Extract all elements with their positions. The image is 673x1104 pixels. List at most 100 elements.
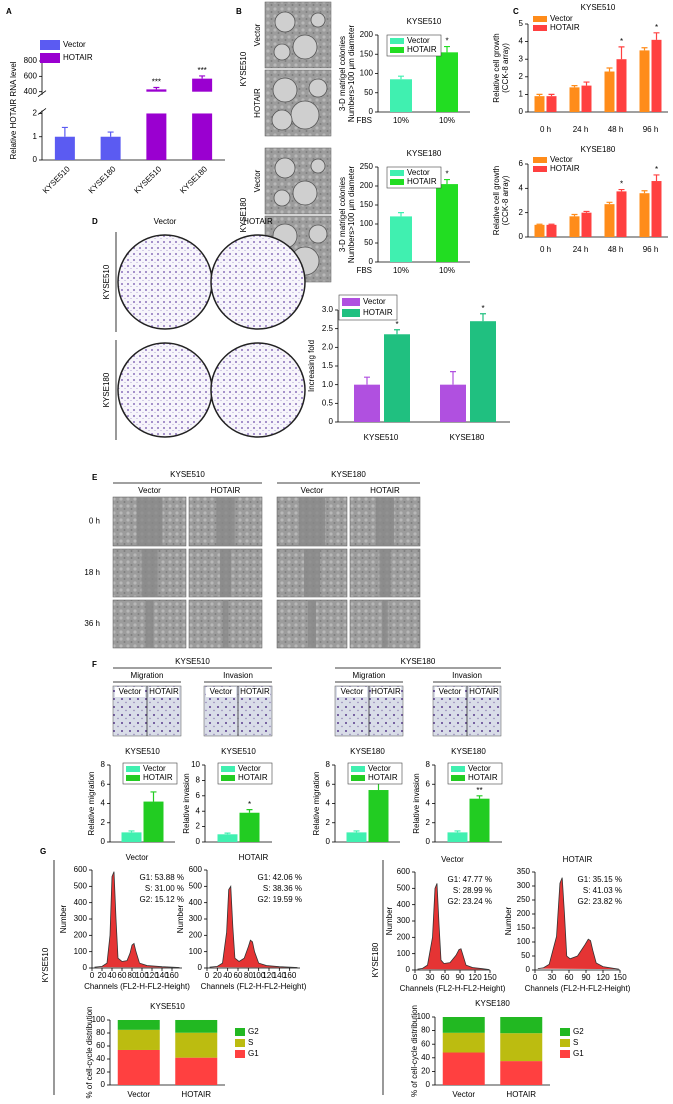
error-bar [398, 75, 404, 80]
x-tick-label: 0 [90, 971, 95, 980]
legend-swatch [351, 766, 365, 772]
column-label: HOTAIR [240, 687, 270, 696]
chart-title: KYSE180 [451, 747, 486, 756]
stat-label: G1: 35.15 % [578, 875, 622, 884]
assay-title: Migration [131, 671, 164, 680]
error-bar [641, 47, 648, 51]
y-tick-label: 3 [519, 54, 524, 63]
x-tick-label: 96 h [643, 125, 659, 134]
histogram [209, 885, 298, 968]
y-tick-label: 150 [360, 200, 374, 209]
y-tick-label: 20 [421, 1067, 430, 1076]
y-tick-label: 5 [519, 19, 524, 28]
error-bar [153, 86, 160, 90]
bar [100, 136, 121, 160]
bar [436, 184, 458, 262]
column-label: Vector [119, 687, 142, 696]
bar [569, 216, 580, 237]
legend-label: Vector [550, 155, 573, 164]
bar [651, 39, 662, 113]
label-bg [435, 687, 465, 697]
legend-swatch [390, 47, 404, 53]
y-axis-label: (CCK-8 array) [501, 43, 510, 93]
x-tick-label: 0 h [540, 245, 551, 254]
wound-gap [145, 600, 154, 648]
bar [117, 1029, 160, 1050]
y-tick-label: 200 [360, 181, 374, 190]
x-tick-label: KYSE180 [450, 433, 485, 442]
significance-label: * [655, 23, 658, 32]
y-tick-label: 200 [360, 30, 374, 39]
x-tick-label: 10% [393, 116, 409, 125]
wound-gap [382, 600, 388, 648]
column-label: Vector [210, 687, 233, 696]
error-bar [618, 188, 625, 192]
plate [117, 234, 213, 330]
legend-swatch [533, 166, 547, 172]
y-tick-label: 200 [517, 909, 531, 918]
bar [581, 212, 592, 237]
error-bar [394, 329, 400, 335]
error-bar [548, 93, 555, 97]
colony [308, 224, 328, 244]
y-tick-label: 2.0 [322, 342, 334, 351]
x-tick-label: 120 [468, 973, 482, 982]
column-label: Vector [138, 486, 161, 495]
x-axis-label: Channels (FL2-H-FL2-Height) [84, 982, 190, 991]
x-tick-label: 80 [128, 971, 137, 980]
label-bg [469, 687, 499, 697]
significance-label: * [655, 165, 658, 174]
y-tick-label: 6 [426, 779, 431, 788]
x-tick-label: 140 [273, 971, 287, 980]
legend-swatch [40, 53, 60, 63]
chart-title: KYSE510 [150, 1002, 185, 1011]
legend-label: Vector [143, 764, 166, 773]
group-title: KYSE180 [331, 470, 366, 479]
label-bg [206, 687, 236, 697]
histogram [417, 883, 490, 970]
column-label: HOTAIR [371, 687, 401, 696]
label-bg [115, 687, 145, 697]
chart-title: KYSE510 [125, 747, 160, 756]
x-tick-label: 48 h [608, 125, 624, 134]
x-tick-label: 20 [98, 971, 107, 980]
legend-label: HOTAIR [550, 164, 580, 173]
chart-title: KYSE180 [350, 747, 385, 756]
y-tick-label: 500 [397, 883, 411, 892]
bar [192, 78, 213, 92]
x-tick-label: 140 [155, 971, 169, 980]
bar [390, 79, 412, 112]
legend-label: Vector [468, 764, 491, 773]
legend-label: S [248, 1038, 253, 1047]
colony [273, 43, 291, 61]
x-tick-label: 0 [205, 971, 210, 980]
y-tick-label: 600 [189, 865, 203, 874]
x-tick-label: 40 [223, 971, 232, 980]
bar [442, 1052, 485, 1085]
y-axis-label: Relative migration [87, 771, 96, 835]
y-tick-label: 8 [196, 776, 201, 785]
y-tick-label: 2 [196, 822, 201, 831]
panel-letter: E [92, 473, 98, 482]
legend-label: Vector [407, 36, 430, 45]
y-tick-label: 2 [33, 109, 38, 118]
bar [368, 790, 389, 842]
bar [54, 136, 75, 160]
error-bar [444, 178, 450, 185]
legend-swatch [533, 157, 547, 163]
y-tick-label: 100 [74, 947, 88, 956]
x-tick-label: HOTAIR [506, 1090, 536, 1099]
wound-gap [141, 549, 158, 597]
column-label: HOTAIR [243, 217, 273, 226]
legend-label: Vector [368, 764, 391, 773]
y-tick-label: 6 [519, 159, 524, 168]
y-tick-label: 2 [426, 818, 431, 827]
significance-label: *** [152, 78, 161, 87]
legend-label: HOTAIR [63, 53, 93, 62]
y-tick-label: 0 [101, 837, 106, 846]
y-axis-label: % of cell-cycle distribution [85, 1006, 94, 1098]
x-tick-label: 80 [244, 971, 253, 980]
y-tick-label: 100 [517, 937, 531, 946]
x-tick-label: 150 [613, 973, 627, 982]
